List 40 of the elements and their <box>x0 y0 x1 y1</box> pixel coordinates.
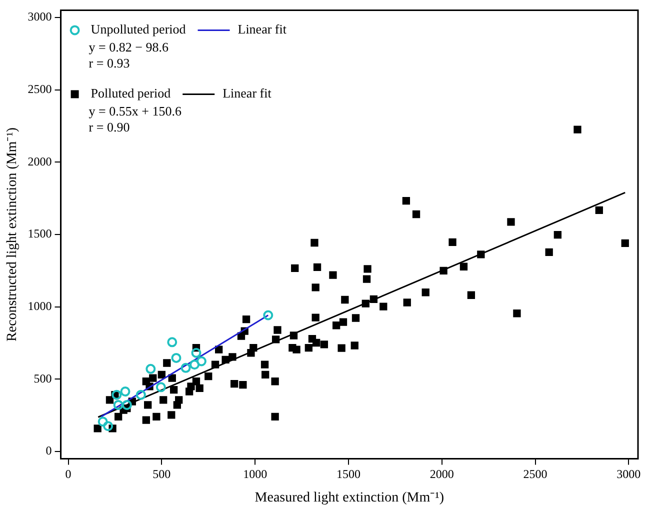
x-tick-label: 2000 <box>430 467 454 482</box>
y-tick-label: 1500 <box>28 226 52 241</box>
x-tick-label: 2500 <box>523 467 548 482</box>
point <box>98 416 108 427</box>
point <box>156 382 166 392</box>
point <box>167 337 178 348</box>
point <box>113 400 124 410</box>
point <box>120 386 130 397</box>
y-axis-title: Reconstructed light extinction (Mm⁻¹) <box>5 127 20 342</box>
annotation: y = 0.55x + 150.6 <box>88 104 182 119</box>
point <box>146 364 156 374</box>
point <box>190 360 200 370</box>
point <box>180 362 191 373</box>
x-axis-title: Measured light extinction (Mm⁻¹) <box>254 490 444 506</box>
x-tick-label: 500 <box>152 467 171 482</box>
y-tick-label: 2000 <box>28 154 52 168</box>
annotation: r = 0.93 <box>88 56 130 71</box>
annotation: r = 0.90 <box>88 120 130 135</box>
point <box>112 390 122 400</box>
legend-label: Linear fit <box>222 86 272 101</box>
point <box>196 356 206 366</box>
y-tick-label: 0 <box>46 444 52 458</box>
x-tick-label: 0 <box>65 467 72 482</box>
x-tick-label: 3000 <box>616 467 641 482</box>
point <box>122 400 132 410</box>
legend-label: Unpolluted period <box>90 22 186 37</box>
y-tick-label: 2500 <box>28 82 52 96</box>
x-tick-label: 1500 <box>336 467 360 482</box>
point <box>171 352 182 363</box>
point <box>263 310 274 320</box>
x-tick-label: 1000 <box>243 467 268 482</box>
y-tick-label: 3000 <box>28 10 52 24</box>
point <box>103 421 114 432</box>
point <box>191 348 202 358</box>
annotation: y = 0.82 − 98.6 <box>88 40 169 55</box>
legend-label: Polluted period <box>90 86 172 101</box>
legend-label: Linear fit <box>238 22 287 37</box>
y-tick-label: 1000 <box>28 299 52 314</box>
y-tick-label: 500 <box>34 371 52 386</box>
point <box>136 390 146 400</box>
